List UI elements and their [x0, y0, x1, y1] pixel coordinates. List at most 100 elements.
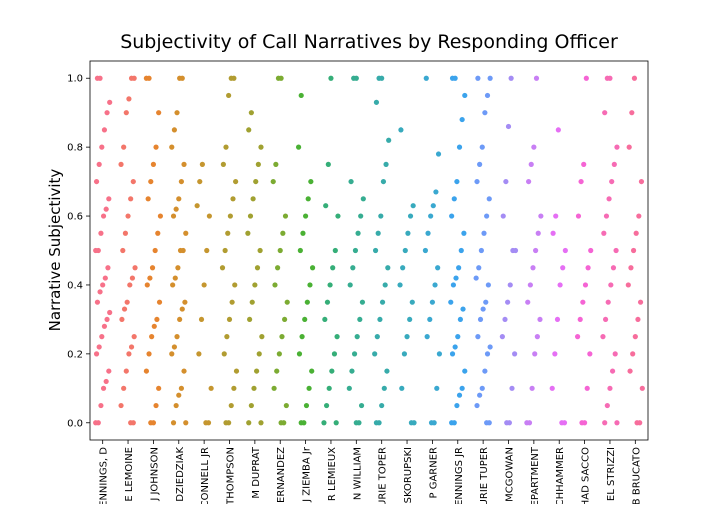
point: [604, 402, 610, 409]
point: [155, 230, 161, 236]
point: [636, 213, 642, 219]
point: [600, 334, 606, 340]
point: [638, 178, 645, 185]
point: [433, 189, 439, 195]
x-tick-label: URIE TUPER: [479, 447, 490, 504]
point: [144, 282, 150, 288]
point: [382, 282, 388, 288]
point: [121, 306, 128, 312]
point: [384, 368, 390, 374]
point: [156, 299, 163, 305]
point: [309, 368, 315, 374]
point: [508, 75, 514, 81]
point: [328, 75, 334, 81]
point: [272, 282, 278, 288]
point: [475, 334, 481, 340]
point: [460, 306, 466, 312]
point: [397, 282, 403, 288]
point: [321, 420, 327, 426]
point: [530, 265, 536, 271]
x-tick-label: N WILLIAM: [352, 447, 363, 500]
point: [609, 178, 615, 185]
point: [380, 178, 387, 185]
point: [232, 282, 238, 288]
point: [98, 402, 104, 409]
point: [103, 378, 109, 385]
point: [639, 385, 645, 391]
point: [360, 196, 366, 202]
point: [103, 206, 109, 212]
point: [304, 299, 310, 305]
point: [578, 178, 584, 185]
point: [250, 196, 256, 202]
point: [481, 230, 487, 236]
x-tick-label: CONNELL JR: [200, 447, 211, 504]
point: [100, 282, 106, 288]
point: [422, 247, 429, 254]
point: [635, 316, 641, 323]
point: [550, 230, 556, 236]
point: [612, 351, 618, 357]
point: [398, 127, 404, 133]
point: [101, 127, 108, 133]
point: [170, 420, 177, 426]
point: [143, 368, 150, 374]
point: [405, 230, 411, 236]
point: [271, 385, 277, 391]
point: [409, 299, 415, 305]
point: [171, 127, 177, 133]
x-tick-label: ENNINGS JR: [454, 447, 465, 504]
point: [580, 299, 586, 305]
point: [588, 247, 594, 254]
point: [225, 230, 231, 236]
point: [485, 282, 491, 288]
point: [434, 385, 440, 391]
point: [335, 213, 341, 219]
point: [153, 402, 159, 409]
point: [254, 265, 261, 271]
point: [529, 385, 535, 391]
point: [347, 282, 353, 288]
x-tick-label: J ZIEMBA Jr: [302, 446, 313, 503]
point: [197, 178, 203, 185]
y-tick-label: 0.8: [67, 143, 83, 154]
point: [181, 368, 187, 374]
point: [532, 351, 538, 357]
point: [150, 420, 157, 426]
x-tick-label: E LEMOINE: [124, 447, 135, 502]
point: [300, 230, 306, 236]
point: [245, 230, 251, 236]
point: [611, 161, 617, 167]
point: [220, 161, 226, 167]
point: [613, 247, 619, 254]
point: [308, 178, 314, 185]
point: [359, 299, 366, 305]
point: [458, 247, 464, 254]
point: [125, 213, 131, 219]
point: [399, 385, 405, 391]
point: [173, 206, 179, 212]
point: [376, 420, 382, 426]
point: [173, 402, 179, 409]
point: [93, 351, 100, 357]
point: [402, 247, 408, 254]
point: [608, 282, 614, 288]
point: [506, 420, 512, 426]
point: [561, 420, 568, 426]
point: [456, 392, 463, 398]
point: [306, 385, 312, 391]
point: [179, 75, 185, 81]
point: [131, 334, 137, 340]
point: [526, 420, 533, 426]
point: [552, 351, 558, 357]
point: [148, 178, 154, 185]
point: [295, 144, 302, 150]
point: [145, 196, 151, 202]
point: [448, 299, 454, 305]
point: [583, 75, 589, 81]
point: [97, 289, 103, 295]
point: [282, 213, 289, 219]
point: [526, 178, 532, 185]
point: [487, 344, 493, 350]
point: [282, 316, 288, 323]
